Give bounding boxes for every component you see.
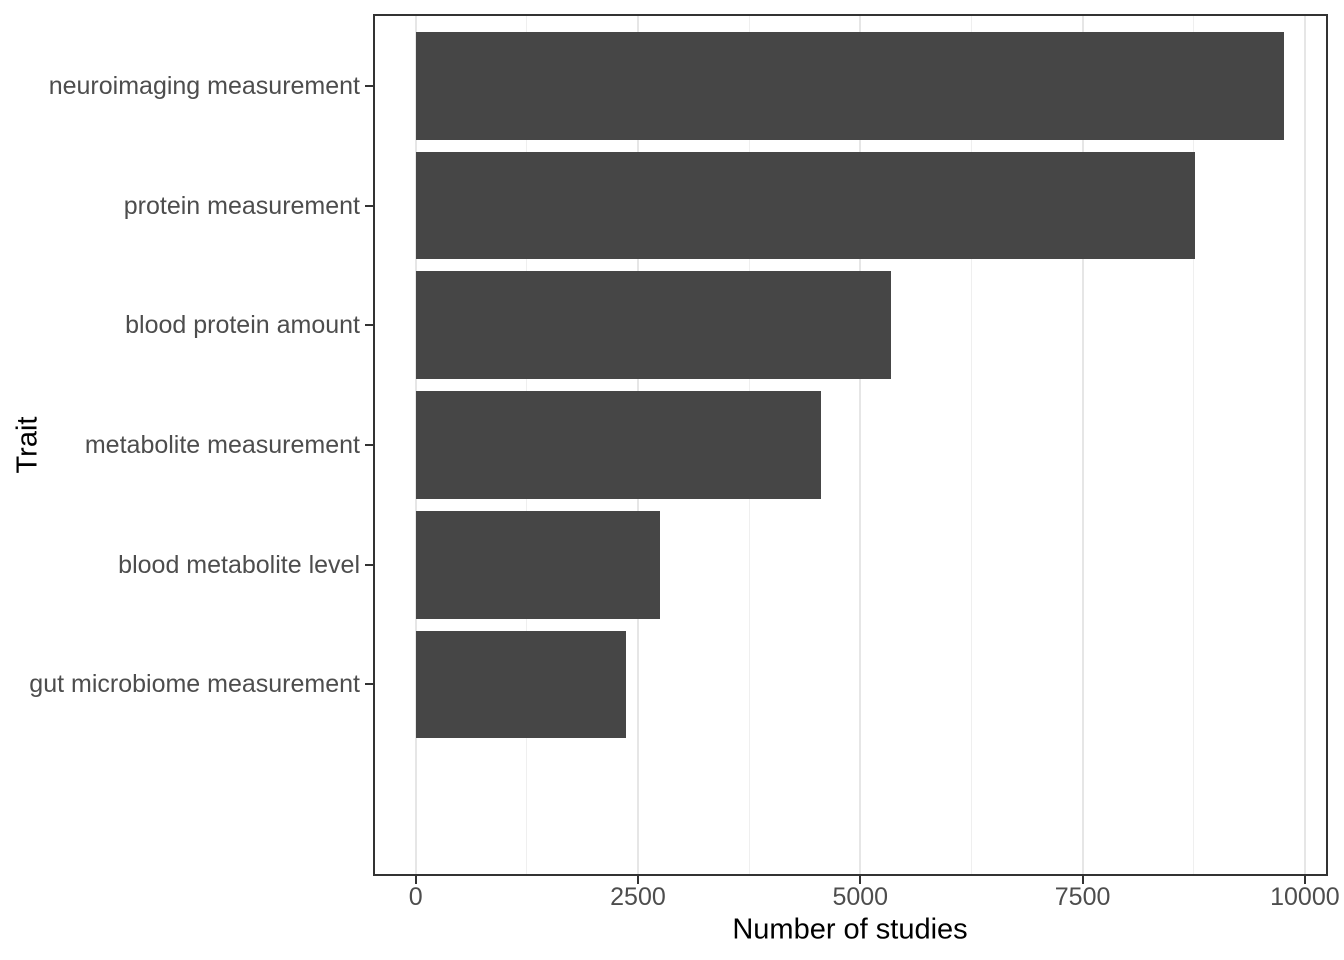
bar [415, 630, 627, 739]
y-tick-label: blood metabolite level [118, 550, 360, 579]
y-tick-label: metabolite measurement [84, 431, 360, 459]
gridline-minor [970, 16, 972, 874]
gridline-major [1303, 16, 1306, 874]
x-axis-title: Number of studies [732, 913, 968, 946]
bar [415, 391, 822, 499]
y-tick [365, 84, 373, 87]
x-tick-label: 5000 [832, 883, 889, 911]
bar [415, 151, 1195, 260]
gridline-minor [1193, 16, 1195, 874]
x-tick-label: 0 [408, 883, 423, 911]
y-tick-label: neuroimaging measurement [48, 71, 360, 100]
y-axis-title: Trait [11, 416, 44, 474]
x-tick [1081, 876, 1084, 884]
y-tick-label: blood protein amount [125, 311, 360, 340]
y-tick [365, 444, 373, 446]
x-tick [859, 876, 862, 884]
x-tick-label: 10000 [1270, 883, 1340, 911]
y-tick-label: protein measurement [123, 191, 360, 220]
bar [415, 271, 891, 380]
bar [415, 510, 661, 619]
y-tick [365, 324, 373, 327]
x-tick [414, 876, 417, 884]
gridline-major [859, 16, 862, 874]
x-tick-label: 7500 [1054, 883, 1111, 911]
y-tick [365, 683, 373, 686]
x-tick [636, 876, 639, 884]
y-tick [365, 204, 373, 207]
x-tick [1303, 876, 1306, 884]
y-tick [365, 563, 373, 566]
bar [415, 31, 1285, 140]
x-tick-label: 2500 [610, 883, 666, 911]
gridline-major [1081, 16, 1084, 874]
y-tick-label: gut microbiome measurement [29, 670, 360, 699]
